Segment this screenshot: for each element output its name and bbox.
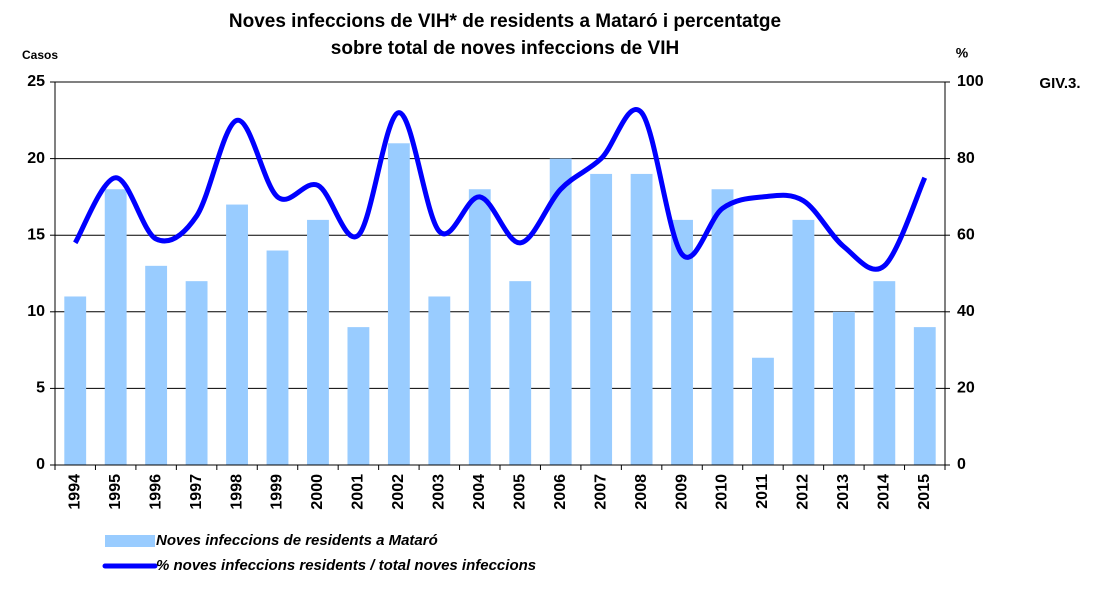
chart-code: GIV.3. (1039, 75, 1080, 92)
bar (711, 189, 734, 466)
y2-tick-label: 0 (957, 456, 966, 473)
y2-tick-label: 40 (957, 303, 975, 320)
y-tick-label: 20 (27, 150, 45, 167)
legend-swatch (105, 535, 155, 547)
bar (307, 219, 329, 465)
x-tick-label: 1998 (228, 474, 245, 510)
legend-label: Noves infeccions de residents a Mataró (156, 532, 438, 549)
bar (873, 281, 896, 465)
x-tick-label: 2001 (350, 474, 367, 510)
x-tick-label: 2000 (309, 474, 326, 510)
bar (752, 357, 774, 465)
bar (428, 296, 451, 465)
x-tick-label: 1997 (188, 474, 205, 510)
bar (832, 311, 855, 465)
x-tick-label: 1994 (66, 474, 83, 510)
y-tick-label: 25 (27, 73, 45, 90)
x-tick-label: 2015 (916, 474, 933, 510)
x-tick-label: 1995 (107, 474, 124, 510)
bar (226, 204, 248, 465)
y-axis-label: Casos (22, 48, 58, 62)
x-tick-label: 2014 (876, 474, 893, 510)
x-tick-label: 2006 (552, 474, 569, 510)
bar (347, 327, 370, 465)
y2-tick-label: 20 (957, 380, 975, 397)
chart-title: sobre total de noves infeccions de VIH (331, 38, 679, 59)
x-tick-label: 2003 (431, 474, 448, 510)
y-tick-label: 0 (36, 456, 45, 473)
chart-title: Noves infeccions de VIH* de residents a … (229, 11, 781, 32)
bar (387, 143, 410, 465)
bar (64, 296, 87, 465)
x-tick-label: 2002 (390, 474, 407, 510)
y2-axis-label: % (956, 45, 969, 61)
bar (185, 281, 208, 465)
bar (509, 281, 532, 465)
bar (792, 219, 815, 465)
y2-tick-label: 80 (957, 150, 975, 167)
x-tick-label: 2008 (633, 474, 650, 510)
y-tick-label: 10 (27, 303, 45, 320)
bar (468, 189, 491, 466)
bar (266, 250, 289, 465)
legend-label: % noves infeccions residents / total nov… (156, 557, 536, 574)
y2-tick-label: 60 (957, 226, 975, 243)
y-tick-label: 5 (36, 380, 45, 397)
bar (671, 219, 693, 465)
bar (590, 173, 613, 466)
x-tick-label: 2007 (592, 474, 609, 510)
y2-tick-label: 100 (957, 73, 984, 90)
bar (549, 158, 572, 465)
x-tick-label: 2005 (511, 474, 528, 510)
bar (630, 173, 653, 466)
x-tick-label: 2004 (471, 474, 488, 510)
x-tick-label: 2013 (835, 474, 852, 510)
x-tick-label: 1999 (269, 474, 286, 510)
bar (145, 265, 168, 465)
y-tick-label: 15 (27, 226, 45, 243)
x-tick-label: 2011 (754, 474, 771, 509)
x-tick-label: 1996 (147, 474, 164, 510)
x-tick-label: 2009 (673, 474, 690, 510)
x-tick-label: 2012 (795, 474, 812, 510)
bar (104, 189, 127, 466)
x-tick-label: 2010 (714, 474, 731, 510)
bar (913, 327, 936, 465)
line (73, 107, 928, 272)
